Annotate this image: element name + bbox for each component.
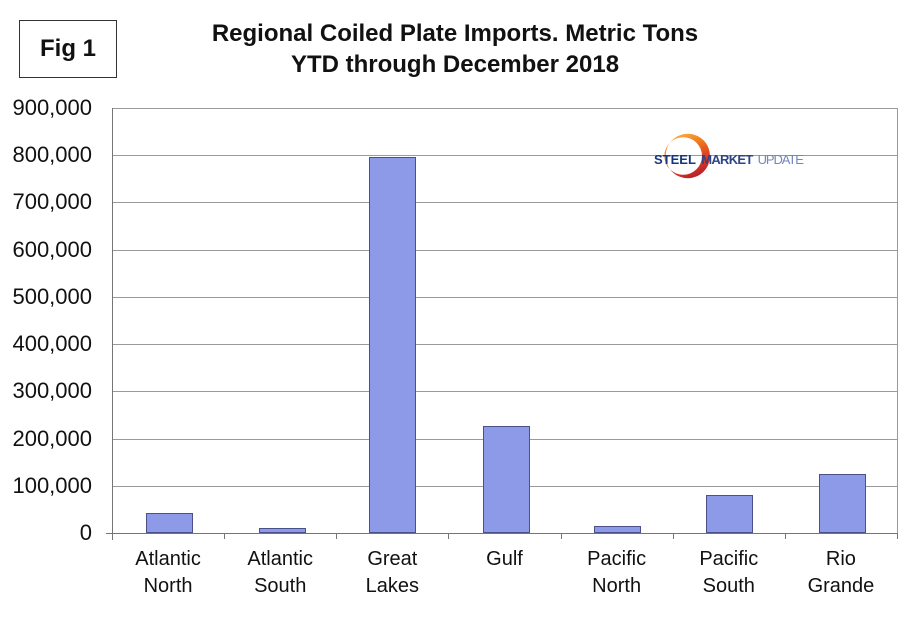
svg-text:STEEL: STEEL: [654, 152, 696, 167]
svg-text:MARKET: MARKET: [701, 152, 753, 167]
svg-text:UPDATE: UPDATE: [758, 152, 804, 167]
